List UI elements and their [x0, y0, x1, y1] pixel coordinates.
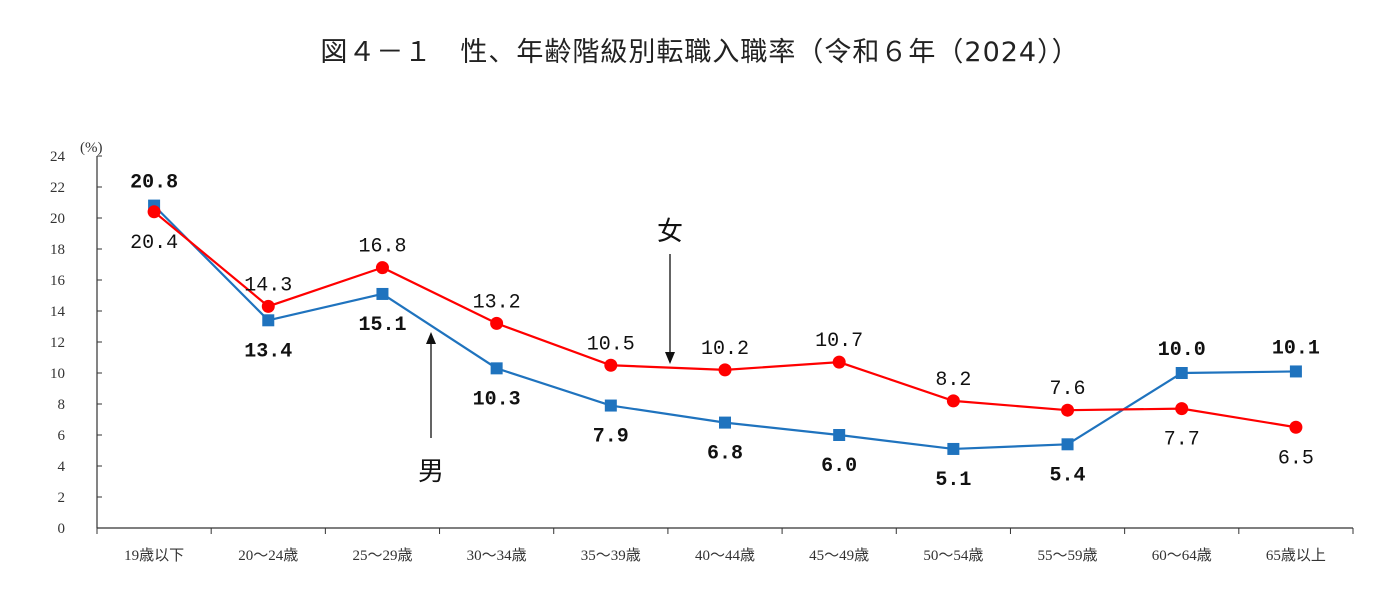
male-line [153, 204, 1296, 451]
female-data-label: 16.8 [358, 236, 406, 259]
y-tick-label: 8 [58, 397, 66, 413]
y-tick-label: 22 [50, 180, 65, 196]
female-data-label: 7.7 [1164, 429, 1200, 452]
y-tick-label: 14 [50, 304, 66, 320]
male-arrow-head [426, 332, 436, 344]
chart-title: 図４－１ 性、年齢階級別転職入職率（令和６年（2024）） [320, 37, 1080, 68]
male-marker [376, 287, 389, 300]
female-annotation: 女 [657, 217, 683, 247]
female-data-label: 10.2 [701, 338, 749, 361]
female-data-label: 10.7 [815, 330, 863, 353]
female-marker [832, 355, 846, 369]
female-marker [147, 205, 161, 219]
y-tick-label: 4 [58, 459, 66, 475]
male-data-label: 20.8 [130, 172, 178, 195]
male-marker [833, 429, 846, 441]
female-marker [490, 316, 504, 330]
y-tick-label: 20 [50, 211, 65, 227]
male-data-label: 10.0 [1158, 339, 1206, 362]
x-tick-label: 35～39歳 [581, 547, 641, 564]
female-marker [1061, 403, 1075, 417]
female-data-label: 20.4 [130, 232, 178, 255]
male-data-label: 6.8 [707, 443, 743, 466]
y-tick-label: 10 [50, 366, 65, 382]
male-data-label: 15.1 [358, 314, 406, 337]
male-marker [947, 442, 960, 455]
male-marker [1061, 438, 1074, 451]
female-marker [718, 363, 732, 377]
x-tick-label: 20～24歳 [238, 547, 298, 564]
female-marker [946, 394, 960, 408]
x-tick-label: 60～64歳 [1152, 547, 1212, 564]
male-data-label: 10.3 [473, 388, 521, 411]
female-marker [261, 299, 275, 313]
male-marker [1289, 365, 1302, 378]
female-marker [1175, 402, 1189, 416]
female-data-label: 13.2 [473, 291, 521, 314]
female-data-label: 6.5 [1278, 447, 1314, 470]
male-marker [604, 399, 617, 412]
female-data-label: 8.2 [935, 369, 971, 392]
male-data-label: 6.0 [821, 455, 857, 478]
x-tick-label: 30～34歳 [467, 547, 527, 564]
female-arrow-head [665, 352, 675, 364]
y-tick-label: 18 [50, 242, 65, 258]
y-tick-label: 2 [58, 490, 66, 506]
male-data-label: 5.1 [935, 469, 971, 492]
x-tick-label: 40～44歳 [695, 547, 755, 564]
y-tick-label: 16 [50, 273, 66, 289]
x-tick-label: 65歳以上 [1266, 547, 1326, 564]
x-tick-label: 19歳以下 [124, 547, 184, 564]
male-data-label: 13.4 [244, 340, 292, 363]
y-tick-label: 6 [58, 428, 66, 444]
female-marker [1289, 420, 1303, 434]
female-marker [604, 358, 618, 372]
y-tick-label: 24 [50, 149, 66, 165]
male-marker [262, 314, 275, 327]
x-tick-label: 50～54歳 [923, 547, 983, 564]
female-data-label: 14.3 [244, 274, 292, 297]
y-tick-label: 12 [50, 335, 65, 351]
y-tick-label: 0 [58, 521, 66, 537]
male-marker [719, 416, 731, 429]
female-data-label: 7.6 [1050, 378, 1086, 401]
male-marker [490, 362, 503, 375]
x-tick-label: 55～59歳 [1038, 547, 1098, 564]
male-annotation: 男 [418, 457, 444, 487]
male-marker [1175, 367, 1188, 379]
male-data-label: 7.9 [593, 426, 629, 449]
y-axis-unit: (%) [80, 140, 103, 156]
male-data-label: 10.1 [1272, 337, 1320, 360]
x-tick-label: 45～49歳 [809, 547, 869, 564]
x-tick-label: 25～29歳 [352, 547, 412, 564]
female-data-label: 10.5 [587, 333, 635, 356]
female-marker [375, 261, 389, 275]
male-data-label: 5.4 [1050, 464, 1086, 487]
female-line [153, 210, 1297, 429]
